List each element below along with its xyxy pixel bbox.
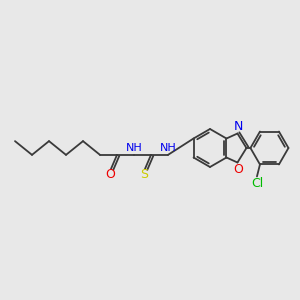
Text: O: O <box>233 163 243 176</box>
Text: NH: NH <box>160 143 176 153</box>
Text: S: S <box>140 168 148 182</box>
Text: O: O <box>105 168 115 182</box>
Text: Cl: Cl <box>251 177 263 190</box>
Text: N: N <box>234 120 243 133</box>
Text: NH: NH <box>126 143 142 153</box>
